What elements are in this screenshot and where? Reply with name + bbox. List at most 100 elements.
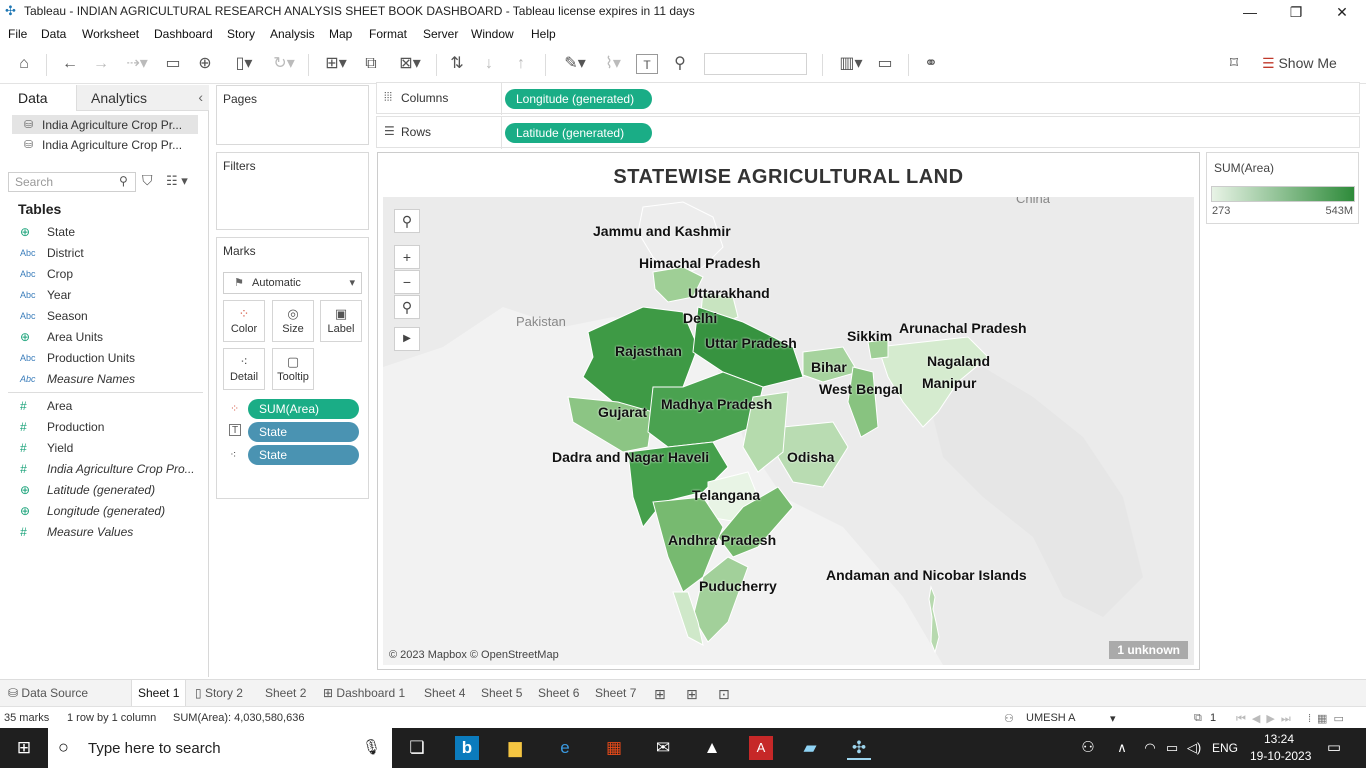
sort-ascending-icon[interactable]: ↓ bbox=[485, 55, 493, 72]
highlight-icon[interactable]: ✎▾ bbox=[564, 55, 586, 72]
tab-data[interactable]: Data bbox=[0, 85, 76, 111]
volume-icon[interactable]: ◁) bbox=[1186, 740, 1202, 755]
undo-icon[interactable]: ← bbox=[62, 55, 78, 72]
menu-format[interactable]: Format bbox=[369, 27, 408, 41]
task-view-icon[interactable]: ❏ bbox=[409, 738, 425, 757]
state-label-pill[interactable]: State bbox=[248, 422, 359, 442]
photos-icon[interactable]: ▲ bbox=[703, 738, 721, 757]
field-item[interactable]: ⊕ State bbox=[0, 222, 208, 243]
duplicate-icon[interactable]: ⧉ bbox=[365, 55, 377, 72]
refresh-icon[interactable]: ↻▾ bbox=[273, 55, 295, 72]
show-labels-icon[interactable]: T bbox=[636, 54, 658, 74]
field-item[interactable]: Abc Crop bbox=[0, 264, 208, 285]
new-worksheet-tab-icon[interactable]: ⊞ bbox=[654, 686, 666, 702]
field-item[interactable]: # Yield bbox=[0, 438, 208, 459]
tooltip-button[interactable]: ▢ Tooltip bbox=[272, 348, 314, 390]
field-item[interactable]: # India Agriculture Crop Pro... bbox=[0, 459, 208, 480]
menu-map[interactable]: Map bbox=[329, 27, 353, 41]
sort-descending-icon[interactable]: ↑ bbox=[517, 55, 525, 72]
unknown-badge[interactable]: 1 unknown bbox=[1109, 641, 1188, 659]
new-dashboard-tab-icon[interactable]: ⊞ bbox=[686, 686, 698, 702]
field-item[interactable]: # Area bbox=[0, 396, 208, 417]
field-item[interactable]: Abc Measure Names bbox=[0, 369, 208, 390]
tab-sheet-1[interactable]: Sheet 1 bbox=[131, 680, 187, 706]
state-detail-pill[interactable]: State bbox=[248, 445, 359, 465]
windows-start-icon[interactable]: ⊞ bbox=[16, 738, 32, 757]
tab-sheet-2[interactable]: Sheet 2 bbox=[265, 686, 307, 700]
tab-story-2[interactable]: ▯ Story 2 bbox=[195, 680, 243, 706]
latitude-pill[interactable]: Latitude (generated) bbox=[505, 123, 652, 143]
new-data-source-icon[interactable]: ⊕ bbox=[198, 55, 212, 72]
user-name[interactable]: UMESH A bbox=[1026, 712, 1076, 724]
menu-server[interactable]: Server bbox=[423, 27, 459, 41]
format-painter-icon[interactable]: ⌑ bbox=[1229, 55, 1239, 72]
swap-icon[interactable]: ⇅ bbox=[450, 55, 464, 72]
filter-icon[interactable]: ⛉ bbox=[142, 172, 153, 188]
fix-axes-icon[interactable]: ⚲ bbox=[674, 55, 686, 72]
bing-icon[interactable]: b bbox=[455, 736, 479, 760]
clock-time[interactable]: 13:24 bbox=[1264, 732, 1295, 746]
battery-icon[interactable]: ▭ bbox=[1165, 740, 1179, 755]
field-item[interactable]: Abc Production Units bbox=[0, 348, 208, 369]
replay-icon[interactable]: ⇢▾ bbox=[126, 55, 148, 72]
mark-type-dropdown[interactable]: ⚑ Automatic ▾ bbox=[223, 272, 362, 294]
microphone-icon[interactable]: 🎙 bbox=[362, 739, 382, 756]
color-legend[interactable]: SUM(Area) 273 543M bbox=[1206, 152, 1359, 224]
tab-analytics[interactable]: Analytics ‹ bbox=[76, 85, 209, 111]
search-input[interactable]: Search bbox=[8, 172, 136, 192]
fit-dropdown[interactable] bbox=[704, 53, 807, 75]
map-search-icon[interactable]: ⚲ bbox=[394, 209, 420, 233]
field-item[interactable]: Abc Season bbox=[0, 306, 208, 327]
show-me-button[interactable]: ☰ Show Me bbox=[1262, 55, 1337, 72]
field-item[interactable]: # Production bbox=[0, 417, 208, 438]
reset-view-icon[interactable]: ⚲ bbox=[394, 295, 420, 319]
redo-icon[interactable]: → bbox=[93, 55, 109, 72]
field-item[interactable]: ⊕ Area Units bbox=[0, 327, 208, 348]
share-icon[interactable]: ⚭ bbox=[924, 55, 938, 72]
tray-expand-icon[interactable]: ∧ bbox=[1117, 740, 1127, 755]
tab-navigation-icon[interactable]: ⏮◀▶⏭ bbox=[1236, 713, 1297, 725]
field-item[interactable]: Abc District bbox=[0, 243, 208, 264]
collapse-icon[interactable]: ‹ bbox=[198, 89, 203, 105]
presentation-icon[interactable]: ▭ bbox=[877, 55, 893, 72]
tab-sheet-7[interactable]: Sheet 7 bbox=[595, 686, 637, 700]
minimize-button[interactable]: — bbox=[1243, 4, 1257, 20]
group-icon[interactable]: ⌇▾ bbox=[605, 55, 621, 72]
view-options-icon[interactable]: ☷ ▾ bbox=[166, 173, 188, 188]
clock-date[interactable]: 19-10-2023 bbox=[1250, 749, 1312, 763]
show-cards-icon[interactable]: ▥▾ bbox=[839, 55, 863, 72]
menu-worksheet[interactable]: Worksheet bbox=[82, 27, 140, 41]
menu-story[interactable]: Story bbox=[227, 27, 256, 41]
zoom-out-icon[interactable]: − bbox=[394, 270, 420, 294]
file-explorer-icon[interactable]: ▆ bbox=[508, 738, 522, 757]
menu-dashboard[interactable]: Dashboard bbox=[154, 27, 213, 41]
edge-icon[interactable]: e bbox=[560, 738, 570, 757]
tab-data-source[interactable]: ⛁ Data Source bbox=[8, 680, 88, 706]
menu-analysis[interactable]: Analysis bbox=[270, 27, 315, 41]
tab-sheet-5[interactable]: Sheet 5 bbox=[481, 686, 523, 700]
network-icon[interactable]: ◠ bbox=[1144, 740, 1156, 755]
menu-file[interactable]: File bbox=[8, 27, 28, 41]
map-view[interactable]: Pakistan China Jammu and Kashmir Himacha… bbox=[383, 197, 1194, 665]
home-icon[interactable]: ⌂ bbox=[19, 55, 29, 72]
menu-data[interactable]: Data bbox=[41, 27, 67, 41]
menu-window[interactable]: Window bbox=[471, 27, 514, 41]
store-icon[interactable]: ▦ bbox=[605, 738, 623, 757]
data-source-item[interactable]: ⛁ India Agriculture Crop Pr... bbox=[12, 135, 198, 154]
save-icon[interactable]: ▭ bbox=[165, 55, 181, 72]
data-source-item[interactable]: ⛁ India Agriculture Crop Pr... bbox=[12, 115, 198, 134]
label-button[interactable]: ▣ Label bbox=[320, 300, 362, 342]
field-item[interactable]: # Measure Values bbox=[0, 522, 208, 543]
taskbar-search-input[interactable]: ○ Type here to search 🎙 bbox=[48, 728, 392, 768]
view-mode-icon[interactable]: ⁞▦▭ bbox=[1308, 713, 1350, 725]
sum-area-pill[interactable]: SUM(Area) bbox=[248, 399, 359, 419]
mail-icon[interactable]: ✉ bbox=[655, 738, 671, 757]
people-icon[interactable]: ⚇ bbox=[1081, 739, 1095, 756]
menu-help[interactable]: Help bbox=[531, 27, 556, 41]
zoom-in-icon[interactable]: + bbox=[394, 245, 420, 269]
tableau-taskbar-icon[interactable]: ✣ bbox=[847, 736, 871, 760]
size-button[interactable]: ◎ Size bbox=[272, 300, 314, 342]
language-indicator[interactable]: ENG bbox=[1212, 741, 1239, 755]
user-dropdown-icon[interactable]: ▾ bbox=[1110, 713, 1116, 725]
new-worksheet-icon[interactable]: ⊞▾ bbox=[325, 55, 347, 72]
